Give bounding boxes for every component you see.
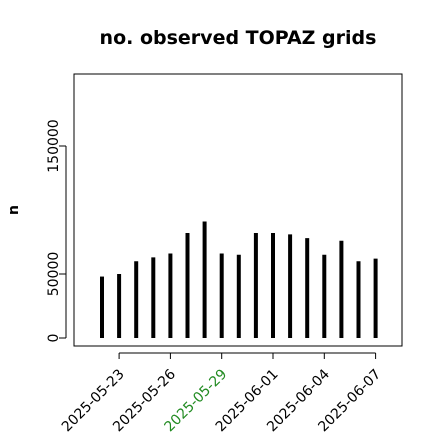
y-axis-label: n [6, 205, 22, 215]
x-axis: 2025-05-232025-05-262025-05-292025-06-01… [59, 352, 384, 435]
plot-frame [73, 73, 403, 347]
y-axis: 0 50000 150000 [46, 119, 67, 343]
y-tick-label: 50000 [46, 252, 62, 297]
chart-title: no. observed TOPAZ grids [100, 27, 377, 49]
y-tick-label: 0 [46, 334, 62, 343]
y-tick-label: 150000 [46, 119, 62, 172]
bars [100, 221, 378, 338]
